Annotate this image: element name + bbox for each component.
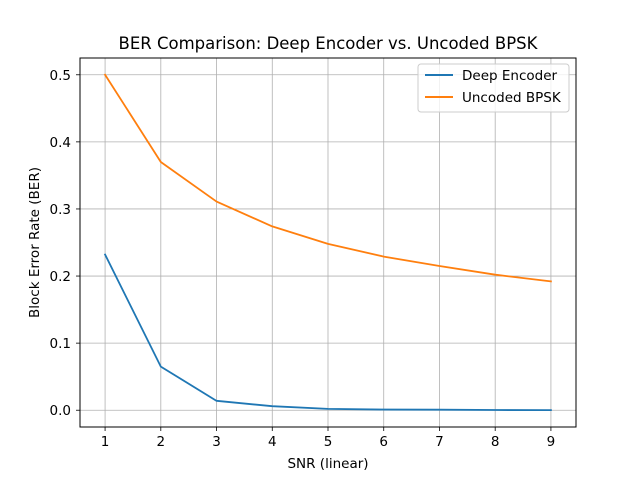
legend-label-uncoded-bpsk: Uncoded BPSK (462, 90, 562, 106)
y-tick-label: 0.5 (50, 68, 71, 84)
x-tick-label: 1 (101, 434, 110, 450)
series-line-uncoded-bpsk (103, 73, 552, 283)
x-tick-label: 6 (379, 434, 388, 450)
y-tick-label: 0.2 (50, 269, 71, 285)
y-tick-label: 0.3 (50, 202, 71, 218)
chart-title: BER Comparison: Deep Encoder vs. Uncoded… (119, 34, 539, 53)
x-tick-label: 4 (268, 434, 277, 450)
y-tick-label: 0.4 (50, 135, 71, 151)
x-tick-label: 7 (435, 434, 444, 450)
x-tick-label: 3 (212, 434, 221, 450)
x-axis-label: SNR (linear) (287, 456, 368, 472)
y-tick-label: 0.0 (50, 403, 71, 419)
x-tick-label: 8 (491, 434, 500, 450)
series-lines (103, 73, 552, 411)
axis-ticks: 1 2 3 4 5 6 7 8 9 0.0 0.1 0.2 0.3 0.4 0.5 (50, 68, 556, 450)
legend-label-deep-encoder: Deep Encoder (462, 68, 558, 84)
x-tick-label: 5 (324, 434, 333, 450)
y-axis-label: Block Error Rate (BER) (27, 167, 43, 318)
series-line-deep-encoder (103, 253, 552, 411)
x-tick-label: 9 (547, 434, 556, 450)
x-tick-label: 2 (157, 434, 166, 450)
y-tick-label: 0.1 (50, 336, 71, 352)
legend-box (417, 63, 570, 113)
legend: Deep Encoder Uncoded BPSK (417, 63, 570, 113)
